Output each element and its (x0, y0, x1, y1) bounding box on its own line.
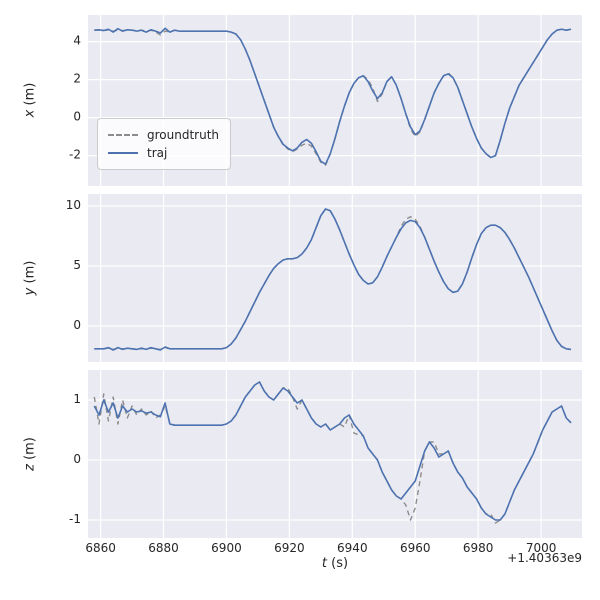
legend-entry-traj: traj (108, 144, 220, 162)
y-axis-label-y-var: y (22, 287, 38, 296)
legend-label-traj: traj (147, 146, 168, 160)
y-axis-label-y-unit: (m) (22, 260, 38, 288)
y-axis-label-x-var: x (22, 109, 38, 118)
legend-label-groundtruth: groundtruth (147, 128, 220, 142)
groundtruth-line-sample-icon (108, 134, 138, 136)
y-axis-label-y: y (m) (23, 261, 38, 296)
y-axis-label-x: x (m) (23, 83, 38, 118)
y-axis-label-z-var: z (22, 464, 38, 471)
y-axis-label-z-unit: (m) (22, 437, 38, 465)
legend: groundtruth traj (97, 118, 231, 170)
x-axis-label-unit: (s) (327, 556, 349, 571)
y-axis-label-x-unit: (m) (22, 82, 38, 110)
traj-line-sample-icon (108, 152, 138, 154)
x-axis-label: t (s) (88, 556, 582, 571)
legend-entry-groundtruth: groundtruth (108, 126, 220, 144)
x-axis-label-var: t (321, 556, 328, 571)
x-axis-offset-text: +1.40363e9 (507, 551, 582, 565)
y-axis-label-z: z (m) (23, 437, 38, 471)
